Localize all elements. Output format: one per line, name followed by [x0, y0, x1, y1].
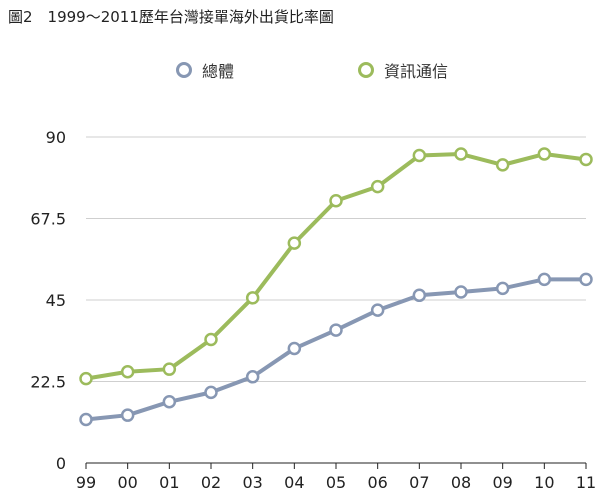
series-1-point-5: [287, 236, 302, 250]
x-tick-label-4: 03: [242, 473, 262, 492]
series-1-point-6: [329, 194, 343, 208]
series-1-point-7: [370, 179, 385, 194]
series-1-point-0: [79, 371, 93, 386]
legend-item-total: 總體: [176, 58, 234, 82]
x-tick-label-7: 06: [367, 473, 387, 492]
series-1-point-10: [495, 158, 510, 172]
x-tick-label-8: 07: [409, 473, 429, 492]
series-1-point-8: [412, 148, 427, 163]
legend-marker-total: [176, 62, 192, 78]
legend-item-ict: 資訊通信: [358, 58, 448, 82]
x-tick-label-10: 09: [492, 473, 512, 492]
series-1-point-4: [245, 291, 260, 305]
series-0-point-12: [579, 272, 593, 287]
series-line-1: [84, 152, 588, 381]
legend-label-ict: 資訊通信: [384, 62, 449, 81]
series-0-point-1: [120, 408, 135, 422]
x-tick-label-11: 10: [534, 473, 554, 492]
x-tick-label-1: 00: [117, 473, 137, 492]
series-0-point-2: [162, 395, 177, 409]
legend-label-total: 總體: [202, 62, 235, 81]
series-0-point-4: [245, 370, 260, 384]
series-0-point-10: [495, 281, 510, 296]
x-tick-label-5: 04: [284, 473, 304, 492]
x-tick-label-6: 05: [326, 473, 346, 492]
chart-title: 圖2 1999～2011歷年台灣接單海外出貨比率圖: [8, 8, 334, 26]
series-0-point-3: [204, 385, 218, 400]
y-tick-label-0: 0: [56, 454, 66, 473]
series-1-point-1: [120, 364, 135, 379]
series-0-point-11: [537, 272, 552, 287]
legend: 總體 資訊通信: [0, 58, 611, 82]
series-0-point-9: [454, 285, 468, 299]
series-0-point-7: [370, 303, 385, 317]
legend-marker-ict: [358, 62, 374, 78]
series-0-point-0: [79, 412, 93, 427]
y-tick-label-2: 45: [46, 291, 66, 310]
x-tick-label-3: 02: [201, 473, 221, 492]
series-1-point-9: [454, 147, 468, 161]
series-1-point-11: [537, 147, 552, 161]
series-0-point-8: [412, 288, 427, 303]
y-tick-label-1: 22.5: [30, 373, 66, 392]
series-1-point-12: [579, 152, 593, 167]
y-tick-label-3: 67.5: [30, 210, 66, 229]
series-1-point-3: [204, 332, 218, 347]
y-tick-label-4: 90: [46, 128, 66, 147]
x-tick-label-0: 99: [76, 473, 96, 492]
series-0-point-5: [287, 341, 302, 356]
series-1-point-2: [162, 362, 177, 376]
x-tick-label-9: 08: [451, 473, 471, 492]
series-0-point-6: [329, 323, 343, 337]
x-tick-label-2: 01: [159, 473, 179, 492]
x-tick-label-12: 11: [576, 473, 596, 492]
